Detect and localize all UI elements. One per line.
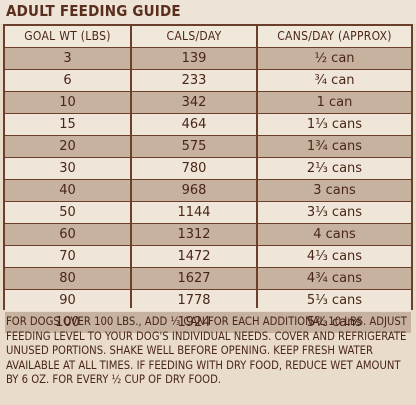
cell-cans: 4 cans [313, 227, 356, 242]
cell-cans: 5⅔ cans [306, 315, 363, 330]
cell-cans: 2⅓ cans [306, 161, 363, 176]
table-row: 50 1144 3⅓ cans [5, 202, 411, 223]
cell-goal-weight: 3 [63, 51, 72, 66]
cell-calories: 464 [181, 117, 207, 132]
feeding-note: FOR DOGS OVER 100 LBS., ADD ⅓ CAN FOR EA… [6, 315, 407, 387]
table-row: 100 1924 5⅔ cans [5, 312, 411, 333]
table-row: 15 464 1⅓ cans [5, 114, 411, 135]
cell-calories: 233 [181, 73, 207, 88]
cell-goal-weight: 10 [59, 95, 76, 110]
table-row: 40 968 3 cans [5, 180, 411, 201]
table-row: 10 342 1 can [5, 92, 411, 113]
cell-cans: 3⅓ cans [306, 205, 363, 220]
cell-calories: 1312 [177, 227, 211, 242]
cell-goal-weight: 100 [55, 315, 80, 330]
column-divider [256, 26, 258, 308]
page-title: ADULT FEEDING GUIDE [6, 2, 181, 20]
feeding-table: GOAL WT (LBS) CALS/DAY CANS/DAY (APPROX)… [3, 24, 413, 333]
header-cans: CANS/DAY (APPROX) [277, 29, 392, 43]
cell-cans: ½ can [314, 51, 355, 66]
table-row: 30 780 2⅓ cans [5, 158, 411, 179]
cell-cans: 4¾ cans [306, 271, 363, 286]
table-row: 90 1778 5⅓ cans [5, 290, 411, 311]
header-goal-weight: GOAL WT (LBS) [24, 29, 111, 43]
cell-cans: 1 can [316, 95, 353, 110]
cell-goal-weight: 80 [59, 271, 76, 286]
table-row: 70 1472 4⅓ cans [5, 246, 411, 267]
cell-calories: 342 [181, 95, 207, 110]
cell-goal-weight: 40 [59, 183, 76, 198]
cell-goal-weight: 90 [59, 293, 76, 308]
table-row: 80 1627 4¾ cans [5, 268, 411, 289]
cell-cans: 1¾ cans [306, 139, 363, 154]
title-bar: ADULT FEEDING GUIDE [0, 0, 416, 24]
cell-calories: 1472 [177, 249, 211, 264]
table-header-row: GOAL WT (LBS) CALS/DAY CANS/DAY (APPROX) [5, 26, 411, 47]
cell-cans: 3 cans [313, 183, 356, 198]
cell-goal-weight: 15 [59, 117, 76, 132]
table-row: 20 575 1¾ cans [5, 136, 411, 157]
header-calories: CALS/DAY [166, 29, 222, 43]
cell-calories: 575 [181, 139, 207, 154]
cell-goal-weight: 60 [59, 227, 76, 242]
cell-goal-weight: 30 [59, 161, 76, 176]
cell-calories: 780 [181, 161, 207, 176]
cell-calories: 1144 [177, 205, 211, 220]
cell-goal-weight: 50 [59, 205, 76, 220]
cell-calories: 1778 [177, 293, 211, 308]
cell-cans: ¾ can [314, 73, 355, 88]
cell-cans: 5⅓ cans [306, 293, 363, 308]
cell-goal-weight: 20 [59, 139, 76, 154]
cell-goal-weight: 70 [59, 249, 76, 264]
cell-calories: 1627 [177, 271, 211, 286]
column-divider [130, 26, 132, 308]
table-row: 3 139 ½ can [5, 48, 411, 69]
cell-goal-weight: 6 [63, 73, 72, 88]
cell-calories: 968 [181, 183, 207, 198]
cell-cans: 4⅓ cans [306, 249, 363, 264]
cell-calories: 139 [181, 51, 207, 66]
table-row: 6 233 ¾ can [5, 70, 411, 91]
table-row: 60 1312 4 cans [5, 224, 411, 245]
cell-calories: 1924 [177, 315, 211, 330]
cell-cans: 1⅓ cans [306, 117, 363, 132]
